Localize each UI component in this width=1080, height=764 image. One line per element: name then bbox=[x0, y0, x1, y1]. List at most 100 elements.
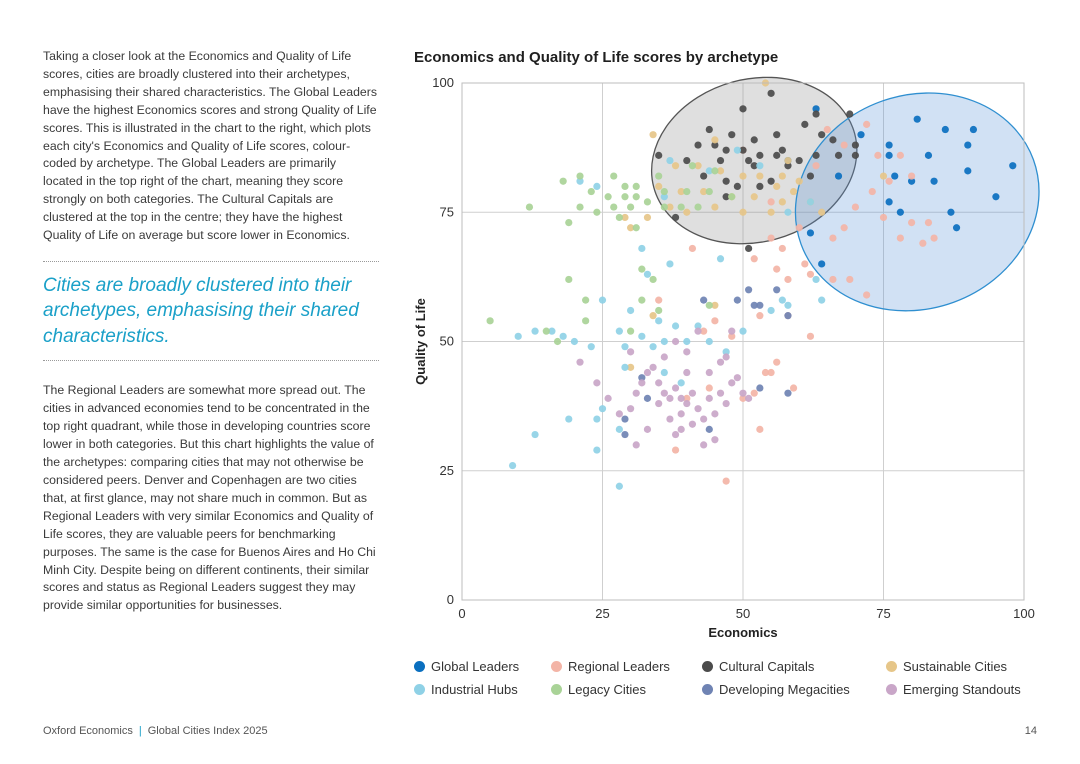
scatter-point bbox=[514, 332, 522, 340]
scatter-point bbox=[610, 203, 618, 211]
scatter-point bbox=[694, 203, 702, 211]
scatter-point bbox=[806, 332, 815, 340]
scatter-point bbox=[756, 151, 764, 159]
scatter-point bbox=[627, 224, 635, 232]
scatter-point bbox=[829, 136, 837, 144]
scatter-point bbox=[632, 441, 640, 449]
scatter-point bbox=[688, 162, 697, 170]
scatter-point bbox=[632, 193, 640, 201]
scatter-point bbox=[722, 399, 730, 408]
scatter-point bbox=[525, 203, 534, 211]
scatter-point bbox=[705, 384, 713, 392]
scatter-point bbox=[818, 296, 826, 304]
scatter-point bbox=[924, 151, 933, 159]
scatter-point bbox=[992, 193, 1000, 201]
scatter-point bbox=[677, 394, 685, 402]
scatter-point bbox=[969, 125, 978, 134]
scatter-point bbox=[812, 151, 820, 159]
scatter-point bbox=[683, 368, 691, 377]
scatter-point bbox=[896, 234, 904, 242]
scatter-point bbox=[671, 322, 680, 330]
divider-top bbox=[43, 260, 379, 262]
scatter-point bbox=[593, 208, 601, 216]
scatter-point bbox=[773, 265, 781, 273]
scatter-point bbox=[773, 358, 781, 366]
scatter-point bbox=[643, 368, 652, 377]
scatter-point bbox=[806, 172, 815, 180]
scatter-point bbox=[913, 115, 921, 123]
scatter-point bbox=[627, 405, 635, 413]
scatter-point bbox=[655, 306, 663, 315]
scatter-point bbox=[621, 213, 629, 222]
scatter-point bbox=[739, 389, 747, 397]
scatter-point bbox=[846, 275, 854, 284]
scatter-point bbox=[840, 224, 848, 232]
legend-item: Industrial Hubs bbox=[414, 682, 518, 697]
legend-label: Industrial Hubs bbox=[431, 682, 518, 697]
scatter-point bbox=[812, 162, 820, 170]
footer-separator: | bbox=[138, 725, 142, 737]
scatter-point bbox=[705, 167, 713, 175]
scatter-point bbox=[908, 218, 916, 227]
scatter-point bbox=[694, 327, 702, 335]
scatter-point bbox=[705, 368, 713, 377]
legend-swatch bbox=[702, 684, 713, 695]
scatter-point bbox=[683, 337, 691, 346]
scatter-point bbox=[671, 430, 680, 439]
scatter-point bbox=[885, 177, 893, 185]
scatter-point bbox=[531, 327, 539, 335]
scatter-point bbox=[508, 461, 517, 470]
scatter-point bbox=[716, 167, 725, 175]
scatter-point bbox=[548, 327, 556, 335]
scatter-point bbox=[671, 162, 680, 170]
scatter-point bbox=[891, 172, 899, 180]
scatter-point bbox=[750, 255, 758, 263]
scatter-point bbox=[711, 136, 719, 144]
scatter-point bbox=[924, 218, 933, 227]
scatter-point bbox=[610, 172, 618, 180]
scatter-point bbox=[750, 193, 758, 201]
scatter-point bbox=[621, 182, 629, 190]
scatter-point bbox=[745, 286, 753, 294]
scatter-point bbox=[1009, 162, 1017, 170]
scatter-point bbox=[643, 425, 652, 433]
scatter-point bbox=[627, 363, 635, 371]
scatter-point bbox=[846, 110, 854, 118]
scatter-point bbox=[756, 162, 764, 170]
scatter-point bbox=[587, 343, 595, 351]
scatter-point bbox=[941, 125, 949, 134]
scatter-point bbox=[767, 89, 775, 97]
scatter-point bbox=[615, 410, 623, 418]
y-tick-label: 25 bbox=[440, 463, 454, 478]
scatter-point bbox=[812, 110, 820, 118]
scatter-point bbox=[789, 384, 798, 392]
scatter-point bbox=[756, 301, 764, 309]
scatter-point bbox=[733, 296, 741, 304]
scatter-point bbox=[733, 182, 741, 190]
scatter-point bbox=[621, 343, 629, 351]
scatter-point bbox=[818, 260, 826, 268]
scatter-point bbox=[773, 131, 781, 139]
scatter-point bbox=[829, 234, 837, 242]
legend-item: Sustainable Cities bbox=[886, 659, 1007, 674]
scatter-point bbox=[671, 384, 680, 392]
scatter-point bbox=[531, 430, 539, 439]
scatter-point bbox=[649, 275, 657, 284]
scatter-point bbox=[700, 441, 708, 449]
scatter-point bbox=[930, 234, 938, 242]
scatter-point bbox=[694, 405, 702, 413]
scatter-point bbox=[660, 203, 668, 211]
chart-title: Economics and Quality of Life scores by … bbox=[414, 49, 779, 66]
scatter-point bbox=[722, 177, 730, 185]
scatter-point bbox=[660, 193, 668, 201]
scatter-point bbox=[745, 156, 753, 165]
scatter-point bbox=[705, 187, 713, 196]
scatter-point bbox=[885, 151, 893, 159]
scatter-point bbox=[733, 374, 741, 382]
pull-quote: Cities are broadly clustered into their … bbox=[43, 274, 359, 347]
scatter-point bbox=[778, 296, 786, 304]
scatter-point bbox=[834, 172, 843, 180]
scatter-point bbox=[559, 332, 567, 340]
scatter-point bbox=[671, 446, 680, 454]
scatter-point bbox=[711, 203, 719, 211]
